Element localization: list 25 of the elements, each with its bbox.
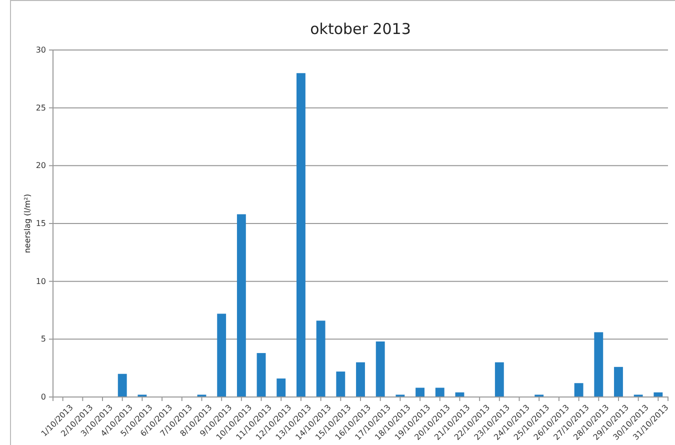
bar <box>594 332 604 397</box>
bar <box>118 374 127 397</box>
bar <box>376 341 385 397</box>
bar <box>614 366 623 397</box>
bar <box>316 320 326 397</box>
bar <box>256 353 266 397</box>
y-tick-label: 5 <box>40 334 46 344</box>
y-tick-label: 10 <box>36 276 46 286</box>
y-tick-label: 0 <box>40 392 46 402</box>
bar <box>217 314 226 397</box>
bar <box>435 388 444 397</box>
bar <box>296 73 306 397</box>
bar <box>236 214 246 397</box>
y-axis-title: neerslag (l/m²) <box>23 194 32 254</box>
bar <box>416 388 424 397</box>
y-tick-label: 15 <box>36 219 46 228</box>
bar <box>356 362 365 397</box>
y-tick-label: 25 <box>36 103 46 112</box>
bar <box>276 378 286 397</box>
bar <box>494 362 504 397</box>
bar <box>574 383 584 397</box>
bar <box>336 372 346 397</box>
y-tick-label: 20 <box>36 161 46 170</box>
y-tick-label: 30 <box>36 46 46 55</box>
chart-title: oktober 2013 <box>310 20 411 38</box>
